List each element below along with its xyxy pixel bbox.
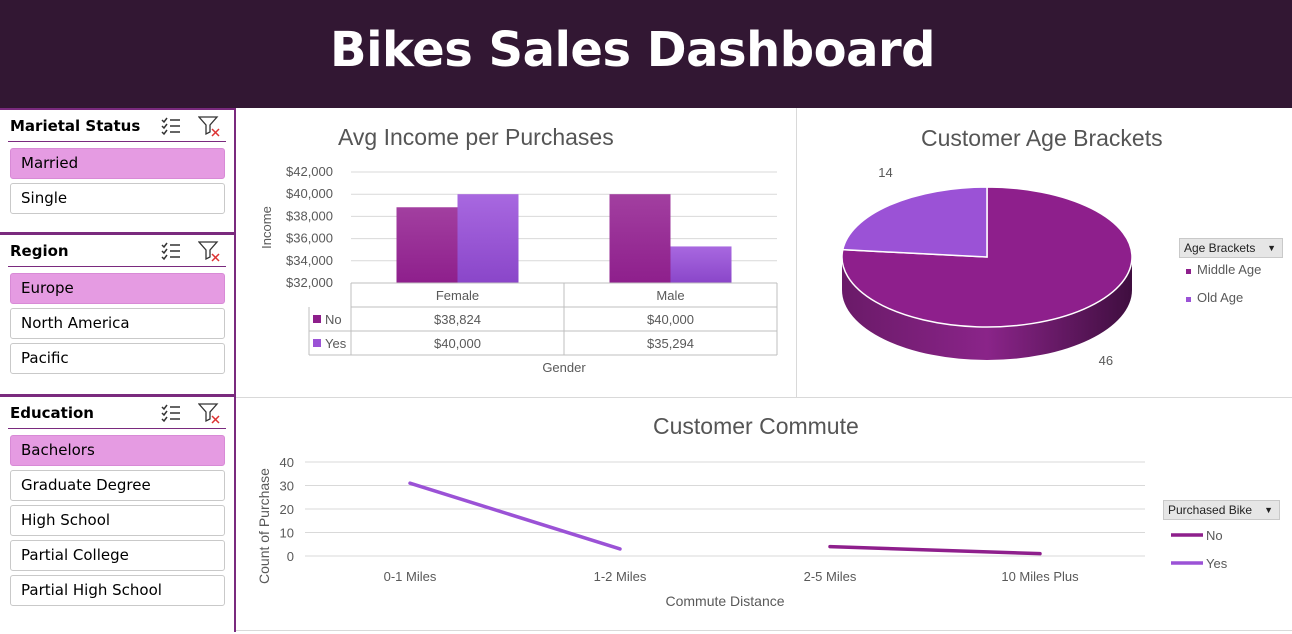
y-axis-title: Count of Purchase	[256, 468, 272, 584]
panel-divider	[236, 397, 1292, 398]
pie-data-label: 14	[878, 165, 892, 180]
x-tick-label: 1-2 Miles	[594, 569, 647, 584]
chart-title: Customer Commute	[653, 413, 859, 439]
slicer-header: Education	[8, 397, 226, 429]
legend-label: Yes	[1206, 556, 1228, 571]
slicer-item-graduate-degree[interactable]: Graduate Degree	[10, 470, 225, 501]
series-line-yes	[408, 481, 622, 551]
dashboard-title: Bikes Sales Dashboard	[330, 22, 936, 78]
age-chart-panel: Customer Age Brackets 46 14 Middle Age Old …	[797, 109, 1292, 396]
slicer-title: Education	[10, 404, 94, 422]
legend-swatch	[1186, 297, 1191, 302]
legend-label: Yes	[325, 336, 347, 351]
legend-filter-button[interactable]: Age Brackets ▼	[1179, 238, 1283, 258]
dropdown-arrow-icon: ▼	[1264, 505, 1273, 515]
multi-select-icon[interactable]	[160, 240, 182, 262]
x-tick-label: 0-1 Miles	[384, 569, 437, 584]
multi-select-icon[interactable]	[160, 402, 182, 424]
legend-label: Old Age	[1197, 290, 1243, 305]
clear-filter-icon[interactable]	[198, 402, 220, 424]
bar-yes	[670, 246, 732, 283]
slicer-item-europe[interactable]: Europe	[10, 273, 225, 304]
y-tick-label: 30	[280, 479, 294, 494]
clear-filter-icon[interactable]	[198, 240, 220, 262]
slicer-header: Region	[8, 235, 226, 267]
legend-label: Middle Age	[1197, 262, 1261, 277]
slicer-item-bachelors[interactable]: Bachelors	[10, 435, 225, 466]
y-tick-label: $42,000	[286, 164, 333, 179]
age-pie-chart: 46 14 Middle Age Old Age	[841, 165, 1261, 368]
chart-title: Avg Income per Purchases	[338, 124, 614, 150]
chart-title: Customer Age Brackets	[921, 125, 1163, 151]
commute-chart-panel: Customer Commute 0 10 20 30 40 0-1 Miles 1-2 M…	[237, 398, 1292, 630]
bar-no	[609, 194, 671, 283]
slicer-item-partial-high-school[interactable]: Partial High School	[10, 575, 225, 606]
slicer-header: Marietal Status	[8, 110, 226, 142]
y-tick-label: $34,000	[286, 253, 333, 268]
x-tick-label: Male	[656, 288, 684, 303]
data-label: $35,294	[647, 336, 694, 351]
slicer-title: Region	[10, 242, 69, 260]
series-line-no	[828, 544, 1042, 556]
y-tick-label: $40,000	[286, 186, 333, 201]
y-tick-label: 40	[280, 455, 294, 470]
legend-swatch	[1186, 269, 1191, 274]
income-chart-panel: Avg Income per Purchases $32,000 $34,000 $…	[237, 109, 795, 396]
legend-title: Purchased Bike	[1168, 503, 1253, 517]
legend-title: Age Brackets	[1184, 241, 1256, 255]
legend-swatch	[313, 339, 321, 347]
x-axis-title: Gender	[542, 360, 586, 375]
y-tick-label: 20	[280, 502, 294, 517]
income-bar-chart: $32,000 $34,000 $36,000 $38,000 $40,000 $42,0…	[259, 164, 778, 375]
y-tick-label: $32,000	[286, 275, 333, 290]
slicer-item-single[interactable]: Single	[10, 183, 225, 214]
data-label: $40,000	[434, 336, 481, 351]
legend-label: No	[1206, 528, 1223, 543]
y-axis-title: Income	[259, 206, 274, 249]
multi-select-icon[interactable]	[160, 115, 182, 137]
slicer-marital-status: Marietal Status Married Single	[0, 108, 236, 234]
clear-filter-icon[interactable]	[198, 115, 220, 137]
x-tick-label: 2-5 Miles	[804, 569, 857, 584]
bar-yes	[457, 194, 519, 283]
panel-divider	[236, 630, 1292, 631]
slicer-item-high-school[interactable]: High School	[10, 505, 225, 536]
slicer-item-partial-college[interactable]: Partial College	[10, 540, 225, 571]
legend-swatch	[313, 315, 321, 323]
slicer-item-north-america[interactable]: North America	[10, 308, 225, 339]
dropdown-arrow-icon: ▼	[1267, 243, 1276, 253]
y-tick-label: $36,000	[286, 231, 333, 246]
legend-filter-button[interactable]: Purchased Bike ▼	[1163, 500, 1280, 520]
slicer-title: Marietal Status	[10, 117, 141, 135]
x-tick-label: 10 Miles Plus	[1001, 569, 1079, 584]
dashboard-header: Bikes Sales Dashboard	[0, 0, 1292, 108]
panel-divider	[796, 108, 797, 398]
slicer-education: Education Bachelors Graduate Degree High…	[0, 395, 236, 632]
data-label: $38,824	[434, 312, 481, 327]
bar-no	[396, 207, 458, 283]
x-axis-title: Commute Distance	[665, 593, 784, 609]
y-tick-label: 0	[287, 549, 294, 564]
slicer-item-married[interactable]: Married	[10, 148, 225, 179]
x-tick-label: Female	[436, 288, 479, 303]
y-tick-label: 10	[280, 526, 294, 541]
commute-line-chart: 0 10 20 30 40 0-1 Miles 1-2 Miles 2-5 Miles 10 M…	[256, 455, 1228, 609]
y-tick-label: $38,000	[286, 208, 333, 223]
pie-data-label: 46	[1099, 353, 1113, 368]
pie-side-wall	[842, 257, 1132, 360]
pie-slice-old-age	[841, 186, 988, 258]
data-label: $40,000	[647, 312, 694, 327]
slicer-item-pacific[interactable]: Pacific	[10, 343, 225, 374]
legend-label: No	[325, 312, 342, 327]
slicer-region: Region Europe North America Pacific	[0, 233, 236, 396]
